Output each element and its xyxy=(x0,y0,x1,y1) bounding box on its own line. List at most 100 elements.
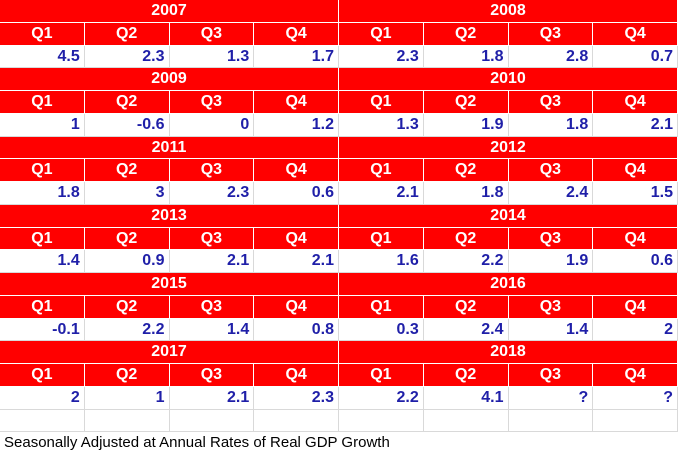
quarter-header: Q1 xyxy=(339,159,424,182)
value-cell: 4.5 xyxy=(0,45,85,69)
value-cell: 1.9 xyxy=(508,250,594,273)
value-cell: 2.4 xyxy=(423,318,509,342)
quarter-header: Q1 xyxy=(339,364,424,387)
quarter-header: Q3 xyxy=(169,159,255,182)
quarter-header: Q4 xyxy=(593,364,678,387)
year-header: 2010 xyxy=(339,68,678,91)
value-cell: 2.1 xyxy=(339,182,424,205)
quarter-header: Q3 xyxy=(169,364,255,387)
quarter-header: Q4 xyxy=(254,91,339,114)
value-cell: 1.4 xyxy=(508,318,594,342)
empty-cell xyxy=(339,409,424,433)
year-header: 2017 xyxy=(0,341,339,364)
empty-cell xyxy=(423,409,509,433)
empty-cell xyxy=(169,409,255,433)
value-cell: 0 xyxy=(169,113,255,137)
value-cell: 4.1 xyxy=(423,386,509,410)
quarter-header: Q1 xyxy=(0,227,85,251)
empty-cell xyxy=(0,409,85,433)
quarter-header: Q1 xyxy=(0,91,85,114)
quarter-header: Q4 xyxy=(254,22,339,46)
value-cell: 1.4 xyxy=(169,318,255,342)
quarter-header: Q2 xyxy=(423,159,509,182)
quarter-header: Q4 xyxy=(593,22,678,46)
quarter-header: Q1 xyxy=(0,364,85,387)
value-cell: 0.6 xyxy=(254,182,339,205)
value-cell: 2.3 xyxy=(339,45,424,69)
value-cell: 0.7 xyxy=(593,45,678,69)
year-header: 2009 xyxy=(0,68,339,91)
value-cell: 2 xyxy=(0,386,85,410)
value-cell: 0.9 xyxy=(84,250,170,273)
value-cell: 1.8 xyxy=(0,182,85,205)
quarter-header: Q2 xyxy=(423,227,509,251)
quarter-header: Q2 xyxy=(423,295,509,319)
quarter-header: Q3 xyxy=(508,22,594,46)
year-header: 2014 xyxy=(339,204,678,228)
value-cell: 2.1 xyxy=(169,250,255,273)
quarter-header: Q3 xyxy=(169,227,255,251)
value-cell: 1 xyxy=(84,386,170,410)
value-cell: 2.3 xyxy=(169,182,255,205)
quarter-header: Q3 xyxy=(169,295,255,319)
value-cell: 2.4 xyxy=(508,182,594,205)
quarter-header: Q4 xyxy=(254,364,339,387)
value-cell: 1.3 xyxy=(169,45,255,69)
quarter-header: Q4 xyxy=(593,295,678,319)
year-header: 2013 xyxy=(0,204,339,228)
value-cell: 2.8 xyxy=(508,45,594,69)
quarter-header: Q1 xyxy=(0,22,85,46)
value-cell: 2.3 xyxy=(84,45,170,69)
value-cell: 0.3 xyxy=(339,318,424,342)
year-header: 2016 xyxy=(339,273,678,296)
value-cell: 2.1 xyxy=(254,250,339,273)
quarter-header: Q2 xyxy=(84,22,170,46)
quarter-header: Q2 xyxy=(84,295,170,319)
value-cell: 0.8 xyxy=(254,318,339,342)
empty-cell xyxy=(84,409,170,433)
quarter-header: Q1 xyxy=(339,295,424,319)
empty-cell xyxy=(593,409,678,433)
value-cell: 1.2 xyxy=(254,113,339,137)
value-cell: 1 xyxy=(0,113,85,137)
value-cell: ? xyxy=(508,386,594,410)
quarter-header: Q2 xyxy=(423,91,509,114)
footer-note: Seasonally Adjusted at Annual Rates of R… xyxy=(4,434,390,452)
value-cell: 2.2 xyxy=(84,318,170,342)
value-cell: ? xyxy=(593,386,678,410)
value-cell: 0.6 xyxy=(593,250,678,273)
empty-cell xyxy=(254,409,339,433)
quarter-header: Q2 xyxy=(84,91,170,114)
value-cell: 1.9 xyxy=(423,113,509,137)
quarter-header: Q1 xyxy=(339,227,424,251)
quarter-header: Q2 xyxy=(84,364,170,387)
value-cell: 2.2 xyxy=(339,386,424,410)
value-cell: 1.4 xyxy=(0,250,85,273)
quarter-header: Q1 xyxy=(0,295,85,319)
quarter-header: Q4 xyxy=(254,159,339,182)
quarter-header: Q4 xyxy=(593,159,678,182)
year-header: 2007 xyxy=(0,0,339,23)
quarter-header: Q1 xyxy=(339,22,424,46)
year-header: 2015 xyxy=(0,273,339,296)
value-cell: 2.1 xyxy=(169,386,255,410)
value-cell: 2 xyxy=(593,318,678,342)
value-cell: 1.8 xyxy=(423,182,509,205)
quarter-header: Q3 xyxy=(169,91,255,114)
year-header: 2008 xyxy=(339,0,678,23)
value-cell: 3 xyxy=(84,182,170,205)
quarter-header: Q3 xyxy=(508,91,594,114)
value-cell: -0.1 xyxy=(0,318,85,342)
empty-cell xyxy=(508,409,594,433)
value-cell: 2.2 xyxy=(423,250,509,273)
quarter-header: Q4 xyxy=(593,227,678,251)
year-header: 2018 xyxy=(339,341,678,364)
quarter-header: Q2 xyxy=(423,22,509,46)
value-cell: 1.7 xyxy=(254,45,339,69)
quarter-header: Q2 xyxy=(84,159,170,182)
quarter-header: Q2 xyxy=(423,364,509,387)
value-cell: -0.6 xyxy=(84,113,170,137)
quarter-header: Q2 xyxy=(84,227,170,251)
value-cell: 1.3 xyxy=(339,113,424,137)
